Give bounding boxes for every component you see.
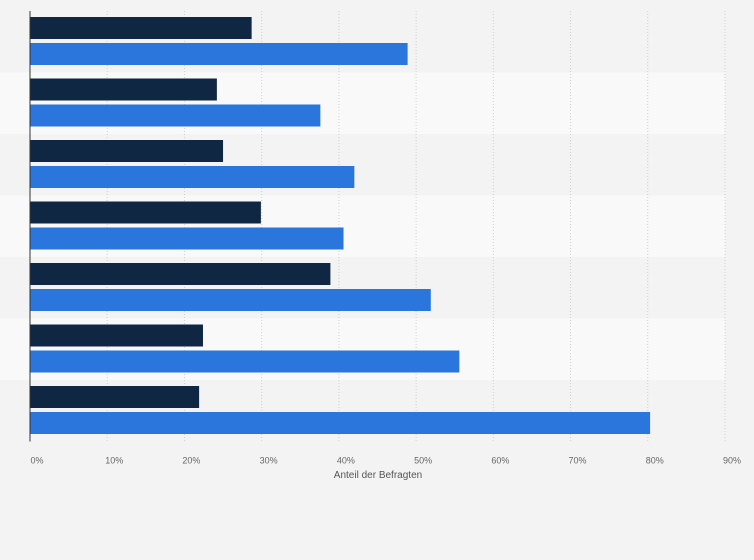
bar-series-1[interactable]	[30, 201, 261, 224]
x-tick-label: 20%	[182, 456, 200, 466]
bar-series-2[interactable]	[30, 166, 355, 188]
bar-series-1[interactable]	[30, 17, 252, 39]
bar-series-1[interactable]	[30, 386, 200, 408]
bar-series-2[interactable]	[30, 227, 344, 250]
x-axis-tick-labels: 0% 10% 20% 30% 40% 50% 60% 70% 80% 90%	[30, 456, 741, 466]
x-tick-label: 90%	[723, 456, 741, 466]
x-tick-label: 40%	[337, 456, 355, 466]
x-tick-label: 80%	[646, 456, 664, 466]
bars	[30, 17, 651, 434]
x-tick-label: 60%	[491, 456, 509, 466]
bar-series-1[interactable]	[30, 263, 331, 285]
bar-series-2[interactable]	[30, 289, 431, 311]
bar-series-2[interactable]	[30, 350, 460, 373]
bar-series-2[interactable]	[30, 412, 651, 434]
bar-series-1[interactable]	[30, 140, 224, 162]
x-tick-label: 30%	[260, 456, 278, 466]
x-tick-label: 70%	[569, 456, 587, 466]
x-tick-label: 0%	[30, 456, 43, 466]
bar-series-1[interactable]	[30, 324, 203, 347]
x-tick-label: 50%	[414, 456, 432, 466]
bar-series-1[interactable]	[30, 78, 217, 101]
x-axis-title: Anteil der Befragten	[334, 470, 422, 481]
bar-series-2[interactable]	[30, 104, 321, 127]
bar-series-2[interactable]	[30, 43, 408, 65]
x-tick-label: 10%	[105, 456, 123, 466]
category-bands	[0, 11, 725, 442]
